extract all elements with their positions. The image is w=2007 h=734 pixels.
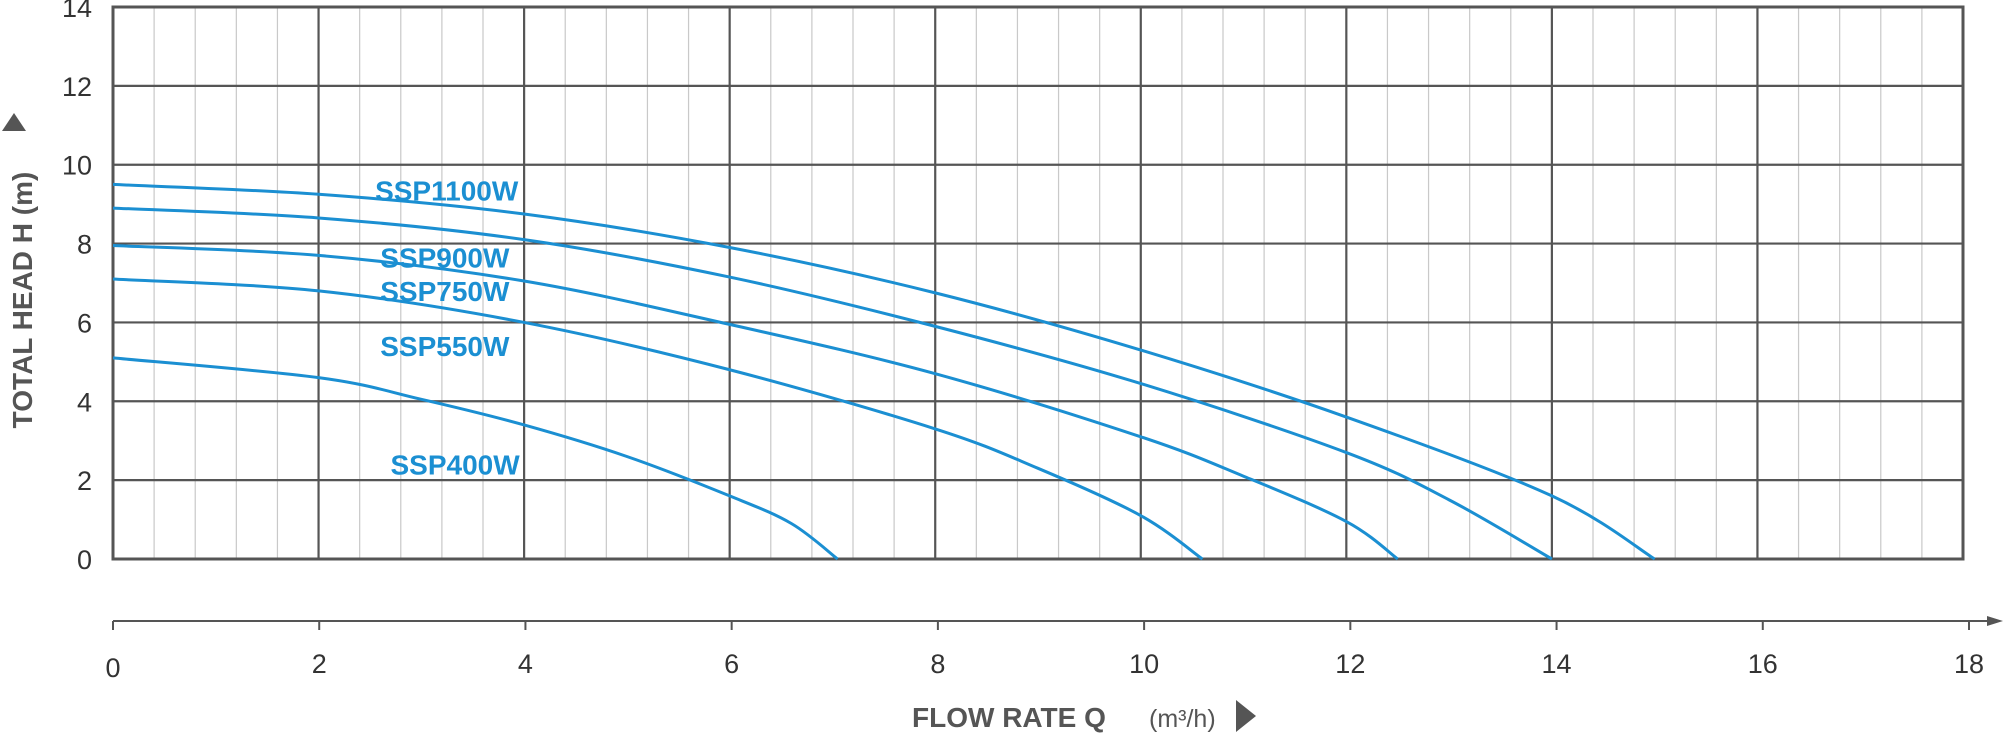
y-tick-label: 2 [77, 466, 92, 496]
x-axis: 0 2 4 6 8 10 12 14 16 18 [105, 616, 2003, 683]
x-axis-title: FLOW RATE Q [912, 702, 1106, 733]
y-axis-ticks: 0 2 4 6 8 10 12 14 [62, 0, 92, 575]
x-tick-label: 14 [1542, 649, 1572, 679]
x-tick-label: 2 [312, 649, 327, 679]
x-tick-label: 4 [518, 649, 533, 679]
y-axis-arrow-icon [2, 113, 26, 131]
y-tick-label: 8 [77, 230, 92, 260]
series-label-ssp400w: SSP400W [391, 449, 521, 480]
y-tick-label: 12 [62, 72, 92, 102]
series-line-ssp400w [112, 356, 839, 561]
x-tick-label: 12 [1335, 649, 1365, 679]
x-tick-label: 10 [1129, 649, 1159, 679]
y-axis-title: TOTAL HEAD H (m) [7, 172, 38, 429]
series-line-ssp1100w [112, 182, 1656, 561]
x-tick-label: 0 [105, 653, 120, 683]
series-label-ssp550w: SSP550W [380, 331, 510, 362]
y-tick-label: 4 [77, 387, 92, 417]
y-tick-label: 10 [62, 151, 92, 181]
plot-frame [111, 5, 1965, 561]
x-axis-arrow-icon [1236, 700, 1256, 732]
y-tick-label: 6 [77, 308, 92, 338]
y-tick-label: 0 [77, 545, 92, 575]
x-axis-line-arrow-icon [1987, 616, 2003, 626]
series-line-ssp750w [112, 244, 1399, 561]
series-line-ssp900w [112, 206, 1553, 561]
series-label-ssp750w: SSP750W [380, 276, 510, 307]
x-tick-label: 8 [930, 649, 945, 679]
x-axis-unit: (m³/h) [1149, 705, 1216, 733]
series-label-ssp1100w: SSP1100W [375, 175, 519, 206]
x-tick-label: 16 [1748, 649, 1778, 679]
series-line-ssp550w [112, 277, 1204, 561]
major-gridlines [113, 7, 1963, 559]
series-label-ssp900w: SSP900W [380, 242, 510, 273]
minor-gridlines [153, 7, 1923, 559]
x-tick-label: 6 [724, 649, 739, 679]
x-tick-label: 18 [1954, 649, 1984, 679]
series-curves [112, 182, 1656, 561]
y-axis-title-group: TOTAL HEAD H (m) [7, 172, 38, 429]
y-tick-label: 14 [62, 0, 92, 23]
